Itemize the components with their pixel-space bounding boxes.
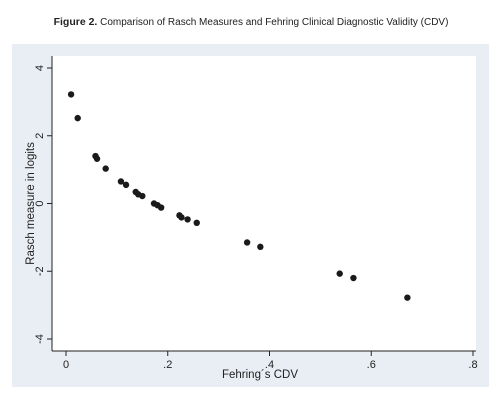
- caption-lead: Figure 2.: [53, 16, 98, 28]
- data-point: [157, 204, 165, 211]
- data-point: [336, 270, 343, 277]
- y-tick-label: 4: [34, 65, 46, 71]
- data-point: [122, 181, 130, 189]
- y-axis-title: Rasch measure in logits: [25, 142, 37, 265]
- x-ticks: 0 .2 .4 .6 .8: [63, 351, 478, 371]
- x-tick-label: .4: [265, 359, 274, 371]
- data-point: [178, 214, 185, 221]
- x-axis-title: Fehring´s CDV: [222, 369, 298, 381]
- plot-area: [52, 56, 476, 351]
- data-point: [139, 192, 146, 200]
- x-tick-label: .2: [163, 359, 172, 371]
- figure-caption: Figure 2. Comparison of Rasch Measures a…: [0, 16, 502, 28]
- y-tick-label: -2: [34, 266, 46, 276]
- y-ticks: -4 -2 0 2 4: [34, 65, 52, 344]
- data-point: [102, 165, 109, 172]
- data-point: [93, 155, 101, 162]
- x-tick-label: 0: [63, 359, 69, 371]
- data-point: [404, 294, 411, 301]
- data-point: [243, 239, 251, 246]
- y-tick-label: -4: [34, 334, 46, 344]
- data-point: [67, 91, 75, 98]
- data-point: [257, 243, 264, 251]
- data-points: [67, 91, 411, 301]
- x-tick-label: .8: [468, 359, 477, 371]
- y-tick-label: 0: [34, 200, 46, 206]
- data-point: [350, 274, 357, 282]
- data-point: [117, 178, 125, 185]
- data-point: [184, 216, 191, 223]
- y-tick-label: 2: [34, 133, 46, 139]
- x-tick-label: .6: [367, 359, 376, 371]
- data-point: [193, 219, 200, 227]
- data-point: [74, 114, 81, 122]
- caption-text: Comparison of Rasch Measures and Fehring…: [100, 17, 449, 28]
